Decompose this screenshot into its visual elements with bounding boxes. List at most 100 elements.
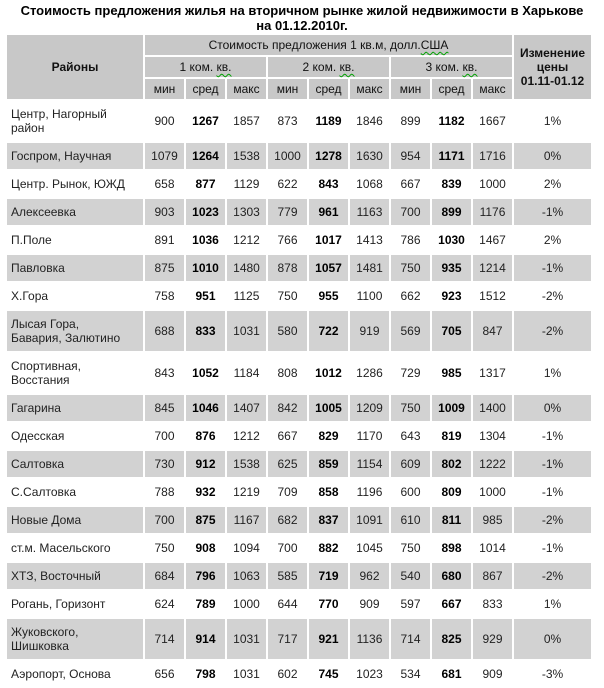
- table-row: Х.Гора 758 951 1125 750 955 1100 662 923 1512 -2%: [7, 283, 591, 309]
- table-row: П.Поле 891 1036 1212 766 1017 1413 786 1030 1467 2…: [7, 227, 591, 253]
- avg-price-cell: 811: [432, 507, 471, 533]
- column-header-max: макс: [227, 79, 266, 99]
- avg-price-cell: 833: [186, 311, 225, 351]
- min-price-cell: 714: [391, 619, 430, 659]
- price-change-cell: -2%: [514, 311, 591, 351]
- price-change-cell: -1%: [514, 535, 591, 561]
- max-price-cell: 1031: [227, 619, 266, 659]
- avg-price-cell: 932: [186, 479, 225, 505]
- avg-price-cell: 1023: [186, 199, 225, 225]
- max-price-cell: 1154: [350, 451, 389, 477]
- avg-price-cell: 1030: [432, 227, 471, 253]
- table-row: ХТЗ, Восточный 684 796 1063 585 719 962 540 680 8…: [7, 563, 591, 589]
- avg-price-cell: 809: [432, 479, 471, 505]
- avg-price-cell: 705: [432, 311, 471, 351]
- column-header-avg: сред: [186, 79, 225, 99]
- avg-price-cell: 882: [309, 535, 348, 561]
- avg-price-cell: 877: [186, 171, 225, 197]
- max-price-cell: 1512: [473, 283, 512, 309]
- district-name-cell: Центр. Рынок, ЮЖД: [7, 171, 143, 197]
- column-header-change: Изменение цены 01.11-01.12: [514, 35, 591, 99]
- max-price-cell: 867: [473, 563, 512, 589]
- price-change-cell: -1%: [514, 423, 591, 449]
- room3-squiggled-word: кв.: [462, 60, 478, 74]
- column-header-min: мин: [268, 79, 307, 99]
- max-price-cell: 1031: [227, 311, 266, 351]
- max-price-cell: 1400: [473, 395, 512, 421]
- min-price-cell: 700: [145, 423, 184, 449]
- district-name-cell: Одесская: [7, 423, 143, 449]
- avg-price-cell: 1264: [186, 143, 225, 169]
- min-price-cell: 667: [391, 171, 430, 197]
- table-row: Павловка 875 1010 1480 878 1057 1481 750 935 1214…: [7, 255, 591, 281]
- min-price-cell: 750: [268, 283, 307, 309]
- max-price-cell: 1094: [227, 535, 266, 561]
- column-header-min: мин: [145, 79, 184, 99]
- max-price-cell: 1000: [227, 591, 266, 617]
- max-price-cell: 1000: [473, 479, 512, 505]
- max-price-cell: 1014: [473, 535, 512, 561]
- table-row: Салтовка 730 912 1538 625 859 1154 609 802 1222 -1…: [7, 451, 591, 477]
- district-name-cell: Жуковского, Шишковка: [7, 619, 143, 659]
- column-header-max: макс: [473, 79, 512, 99]
- price-change-cell: -2%: [514, 507, 591, 533]
- avg-price-cell: 1010: [186, 255, 225, 281]
- max-price-cell: 1538: [227, 143, 266, 169]
- table-row: ст.м. Масельского 750 908 1094 700 882 1045 750…: [7, 535, 591, 561]
- avg-price-cell: 876: [186, 423, 225, 449]
- max-price-cell: 1170: [350, 423, 389, 449]
- avg-price-cell: 908: [186, 535, 225, 561]
- min-price-cell: 540: [391, 563, 430, 589]
- column-header-2room: 2 ком. кв.: [268, 57, 389, 77]
- avg-price-cell: 875: [186, 507, 225, 533]
- min-price-cell: 709: [268, 479, 307, 505]
- max-price-cell: 1481: [350, 255, 389, 281]
- max-price-cell: 1129: [227, 171, 266, 197]
- min-price-cell: 597: [391, 591, 430, 617]
- min-price-cell: 534: [391, 661, 430, 687]
- avg-price-cell: 985: [432, 353, 471, 393]
- avg-price-cell: 1267: [186, 101, 225, 141]
- min-price-cell: 688: [145, 311, 184, 351]
- district-name-cell: С.Салтовка: [7, 479, 143, 505]
- max-price-cell: 985: [473, 507, 512, 533]
- max-price-cell: 1045: [350, 535, 389, 561]
- max-price-cell: 1031: [227, 661, 266, 687]
- min-price-cell: 891: [145, 227, 184, 253]
- table-row: Алексеевка 903 1023 1303 779 961 1163 700 899 117…: [7, 199, 591, 225]
- header-row-top: Районы Стоимость предложения 1 кв.м, дол…: [7, 35, 591, 99]
- min-price-cell: 1000: [268, 143, 307, 169]
- max-price-cell: 1846: [350, 101, 389, 141]
- price-table: Районы Стоимость предложения 1 кв.м, дол…: [5, 33, 593, 688]
- avg-price-cell: 1057: [309, 255, 348, 281]
- page-title-line1: Стоимость предложения жилья на вторичном…: [20, 3, 584, 18]
- room1-squiggled-word: кв.: [216, 60, 232, 74]
- max-price-cell: 1163: [350, 199, 389, 225]
- max-price-cell: 929: [473, 619, 512, 659]
- price-change-cell: 0%: [514, 143, 591, 169]
- column-header-3room: 3 ком. кв.: [391, 57, 512, 77]
- avg-price-cell: 1182: [432, 101, 471, 141]
- min-price-cell: 658: [145, 171, 184, 197]
- avg-price-cell: 1009: [432, 395, 471, 421]
- max-price-cell: 1136: [350, 619, 389, 659]
- price-change-cell: 1%: [514, 101, 591, 141]
- price-change-cell: -2%: [514, 283, 591, 309]
- price-change-cell: -1%: [514, 451, 591, 477]
- avg-price-cell: 1052: [186, 353, 225, 393]
- column-header-min: мин: [391, 79, 430, 99]
- min-price-cell: 700: [391, 199, 430, 225]
- min-price-cell: 569: [391, 311, 430, 351]
- min-price-cell: 682: [268, 507, 307, 533]
- avg-price-cell: 802: [432, 451, 471, 477]
- min-price-cell: 622: [268, 171, 307, 197]
- avg-price-cell: 859: [309, 451, 348, 477]
- min-price-cell: 700: [145, 507, 184, 533]
- min-price-cell: 717: [268, 619, 307, 659]
- min-price-cell: 643: [391, 423, 430, 449]
- max-price-cell: 1068: [350, 171, 389, 197]
- min-price-cell: 730: [145, 451, 184, 477]
- avg-price-cell: 951: [186, 283, 225, 309]
- district-name-cell: Спортивная, Восстания: [7, 353, 143, 393]
- table-row: Лысая Гора, Бавария, Залютино 688 833 1031 5…: [7, 311, 591, 351]
